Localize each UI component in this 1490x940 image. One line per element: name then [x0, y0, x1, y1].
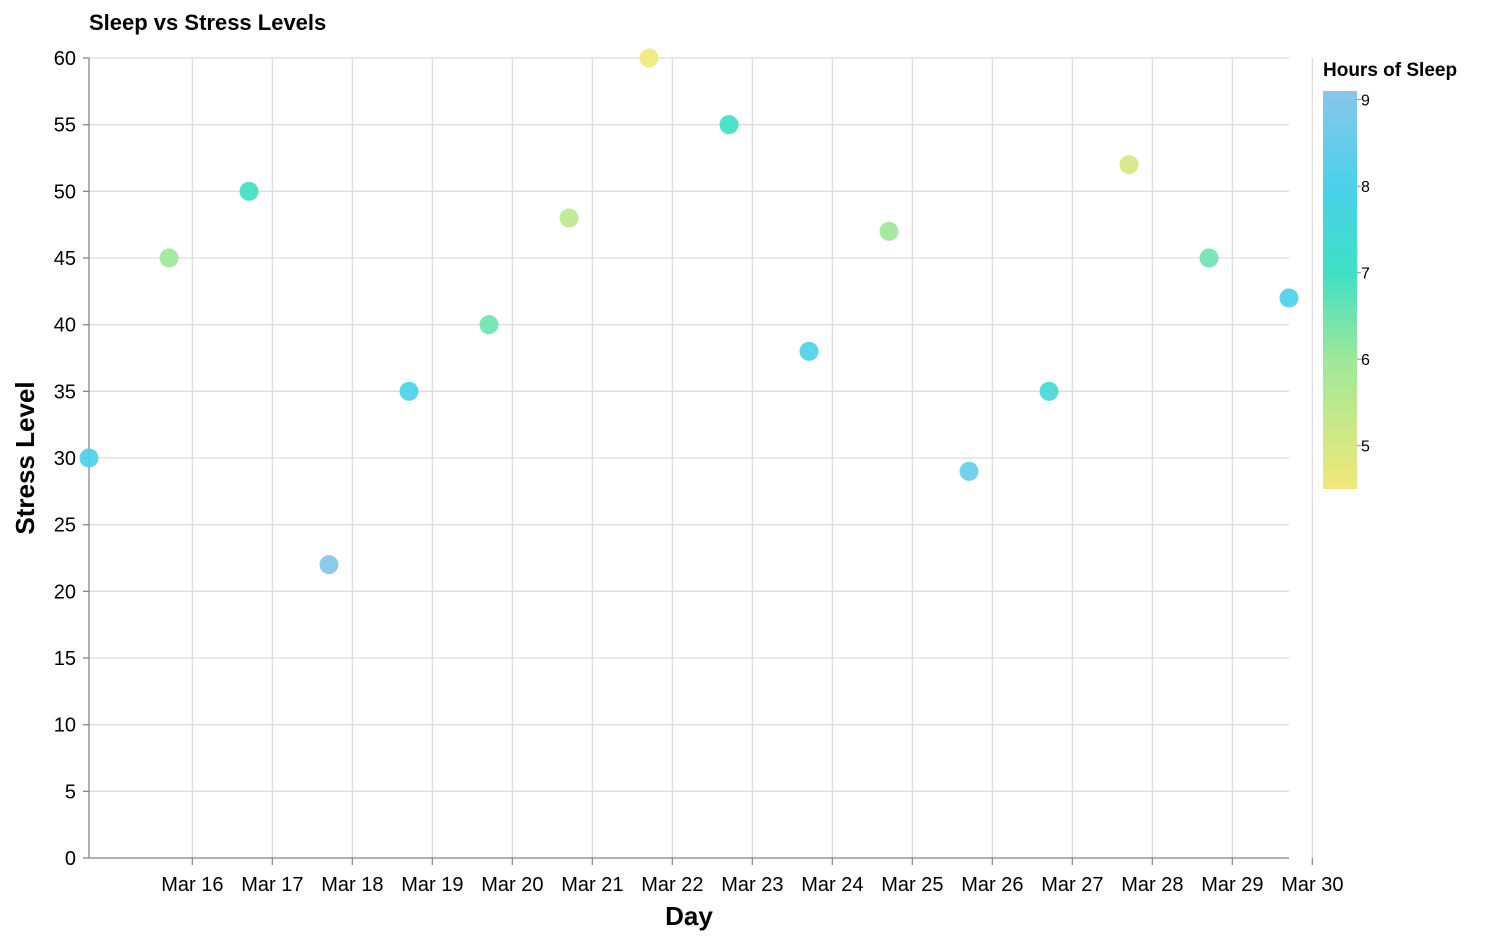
legend-tick-label: 8 — [1361, 179, 1370, 196]
legend-tick-label: 7 — [1361, 266, 1370, 283]
x-tick-label: Mar 20 — [481, 874, 543, 896]
x-tick-label: Mar 23 — [721, 874, 783, 896]
y-tick-label: 5 — [65, 781, 76, 803]
data-point[interactable] — [79, 448, 99, 468]
data-point[interactable] — [1039, 381, 1059, 401]
y-tick-label: 20 — [54, 581, 76, 603]
data-point[interactable] — [639, 48, 659, 68]
data-point[interactable] — [159, 248, 179, 268]
data-point[interactable] — [399, 381, 419, 401]
x-tick-label: Mar 18 — [321, 874, 383, 896]
data-point[interactable] — [1119, 155, 1139, 175]
x-tick-label: Mar 22 — [641, 874, 703, 896]
x-tick-label: Mar 27 — [1041, 874, 1103, 896]
data-point[interactable] — [1199, 248, 1219, 268]
legend-tick-label: 9 — [1361, 93, 1370, 110]
legend-tick-label: 6 — [1361, 352, 1370, 369]
x-tick-label: Mar 16 — [161, 874, 223, 896]
y-tick-label: 25 — [54, 515, 76, 537]
y-tick-label: 40 — [54, 315, 76, 337]
axes: 0 5 10 15 20 25 30 35 40 45 50 55 60 Mar 16 Mar 17 Mar … — [54, 48, 1344, 896]
y-tick-label: 35 — [54, 381, 76, 403]
y-tick-label: 50 — [54, 181, 76, 203]
x-tick-label: Mar 21 — [561, 874, 623, 896]
y-tick-label: 60 — [54, 48, 76, 70]
y-tick-label: 30 — [54, 448, 76, 470]
y-tick-label: 10 — [54, 715, 76, 737]
x-tick-label: Mar 30 — [1281, 874, 1343, 896]
data-points — [79, 48, 1299, 575]
data-point[interactable] — [719, 115, 739, 135]
x-axis-title: Day — [665, 901, 713, 931]
legend-ticks: 5 6 7 8 9 — [1357, 93, 1370, 456]
y-tick-label: 45 — [54, 248, 76, 270]
data-point[interactable] — [559, 208, 579, 228]
gridlines — [89, 57, 1313, 859]
x-tick-label: Mar 28 — [1121, 874, 1183, 896]
data-point[interactable] — [799, 341, 819, 361]
y-tick-label: 55 — [54, 115, 76, 137]
data-point[interactable] — [1279, 288, 1299, 308]
data-point[interactable] — [319, 555, 339, 575]
x-tick-label: Mar 25 — [881, 874, 943, 896]
data-point[interactable] — [959, 461, 979, 481]
data-point[interactable] — [239, 181, 259, 201]
x-tick-label: Mar 24 — [801, 874, 863, 896]
chart-title: Sleep vs Stress Levels — [89, 10, 326, 35]
data-point[interactable] — [879, 221, 899, 241]
y-axis-title: Stress Level — [10, 381, 40, 534]
x-tick-label: Mar 29 — [1201, 874, 1263, 896]
x-tick-label: Mar 17 — [241, 874, 303, 896]
legend-tick-label: 5 — [1361, 439, 1370, 456]
y-tick-label: 15 — [54, 648, 76, 670]
legend-title: Hours of Sleep — [1323, 60, 1457, 81]
legend-gradient-bar — [1323, 91, 1357, 489]
x-tick-label: Mar 26 — [961, 874, 1023, 896]
data-point[interactable] — [479, 315, 499, 335]
y-tick-label: 0 — [65, 848, 76, 870]
x-tick-label: Mar 19 — [401, 874, 463, 896]
color-legend: Hours of Sleep 5 6 7 8 9 — [1323, 60, 1457, 489]
